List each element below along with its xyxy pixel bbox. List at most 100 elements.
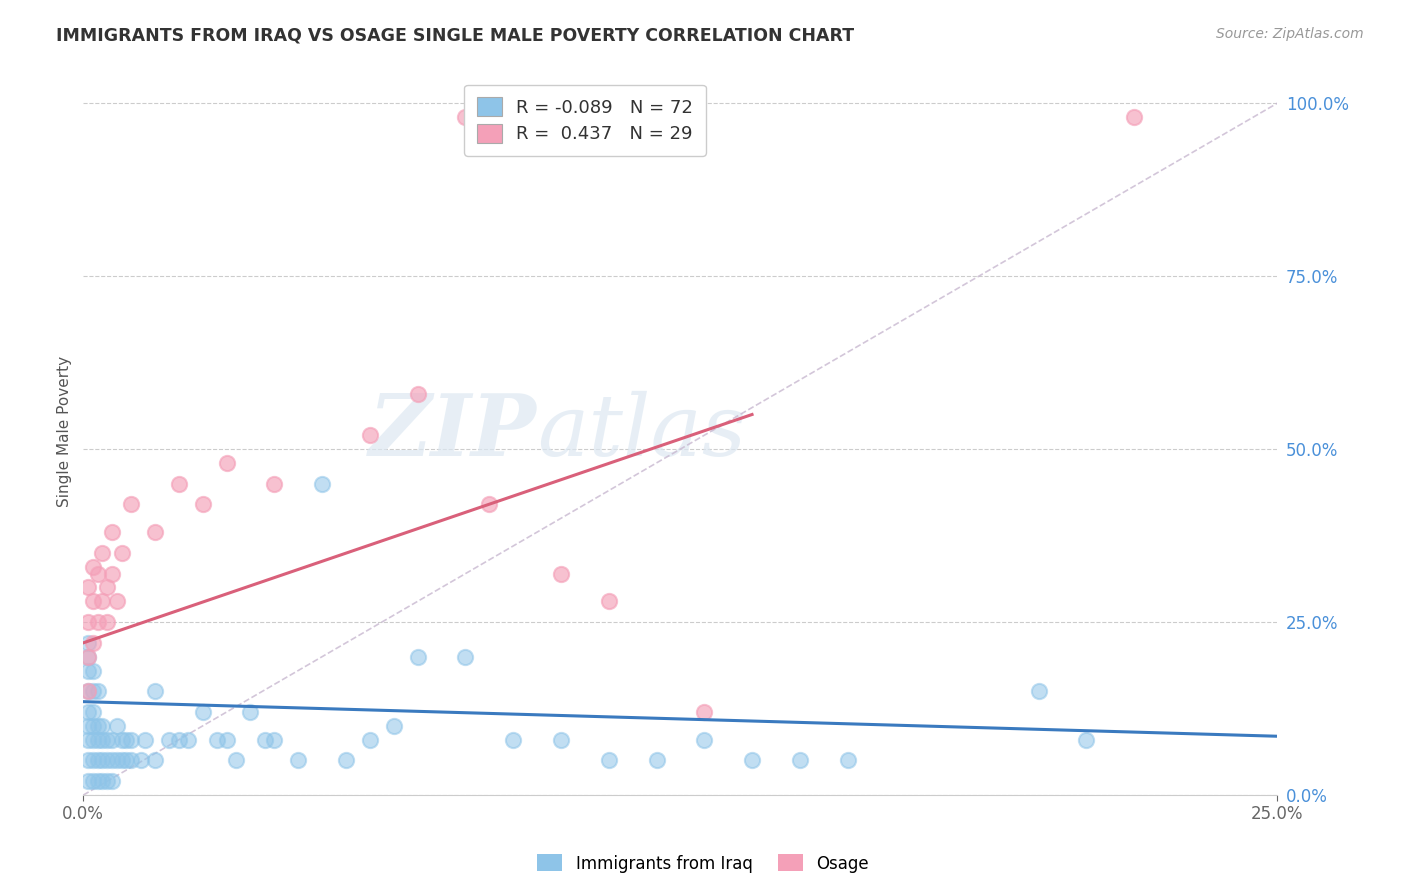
Point (77, 649, 100, 664)
Point (263, 732, 285, 747)
Point (129, 754, 152, 768)
Point (143, 525, 166, 540)
Point (110, 754, 132, 768)
Point (82, 684, 104, 698)
Text: Source: ZipAtlas.com: Source: ZipAtlas.com (1216, 27, 1364, 41)
Point (91, 594, 114, 608)
Point (77, 684, 100, 698)
Point (77, 636, 100, 650)
Point (239, 705, 262, 719)
Point (311, 476, 333, 491)
Point (645, 754, 668, 768)
Point (205, 732, 228, 747)
Point (454, 649, 477, 664)
Point (191, 498, 214, 512)
Point (86, 754, 108, 768)
Point (1028, 684, 1050, 698)
Point (82, 774, 104, 789)
Point (550, 566, 572, 581)
Point (82, 705, 104, 719)
Point (101, 732, 124, 747)
Point (77, 649, 100, 664)
Point (101, 774, 124, 789)
Point (287, 754, 309, 768)
Point (86, 719, 108, 733)
Point (110, 546, 132, 560)
Point (143, 684, 166, 698)
Point (77, 732, 100, 747)
Legend: Immigrants from Iraq, Osage: Immigrants from Iraq, Osage (530, 847, 876, 880)
Point (82, 594, 104, 608)
Point (177, 732, 200, 747)
Point (837, 754, 859, 768)
Point (598, 754, 620, 768)
Point (77, 705, 100, 719)
Point (91, 754, 114, 768)
Point (77, 684, 100, 698)
Point (741, 754, 763, 768)
Point (110, 732, 132, 747)
Text: ZIP: ZIP (370, 390, 537, 474)
Point (101, 525, 124, 540)
Point (86, 774, 108, 789)
Point (143, 754, 166, 768)
Legend: R = -0.089   N = 72, R =  0.437   N = 29: R = -0.089 N = 72, R = 0.437 N = 29 (464, 85, 706, 156)
Point (105, 754, 128, 768)
Point (789, 754, 811, 768)
Point (77, 615, 100, 629)
Point (86, 566, 108, 581)
Point (105, 719, 128, 733)
Point (157, 732, 180, 747)
Point (454, 110, 477, 124)
Point (77, 581, 100, 595)
Point (693, 705, 716, 719)
Point (167, 732, 190, 747)
Point (215, 456, 238, 470)
Point (82, 664, 104, 678)
Point (134, 732, 156, 747)
Point (91, 546, 114, 560)
Point (96, 581, 118, 595)
Point (1076, 732, 1098, 747)
Point (77, 754, 100, 768)
Point (86, 684, 108, 698)
Text: atlas: atlas (537, 391, 747, 473)
Point (502, 732, 524, 747)
Point (101, 566, 124, 581)
Point (120, 754, 142, 768)
Point (82, 754, 104, 768)
Point (253, 732, 276, 747)
Point (120, 498, 142, 512)
Point (693, 732, 716, 747)
Point (101, 754, 124, 768)
Point (91, 732, 114, 747)
Point (598, 594, 620, 608)
Point (1123, 110, 1146, 124)
Point (406, 649, 429, 664)
Point (382, 719, 405, 733)
Point (335, 754, 357, 768)
Point (96, 754, 118, 768)
Point (359, 428, 381, 442)
Point (359, 732, 381, 747)
Point (82, 719, 104, 733)
Point (96, 774, 118, 789)
Point (115, 754, 138, 768)
Point (82, 636, 104, 650)
Point (215, 732, 238, 747)
Point (478, 498, 501, 512)
Point (91, 774, 114, 789)
Point (82, 732, 104, 747)
Point (167, 476, 190, 491)
Point (263, 476, 285, 491)
Point (91, 719, 114, 733)
Point (77, 719, 100, 733)
Point (225, 754, 247, 768)
Point (86, 732, 108, 747)
Point (96, 615, 118, 629)
Point (191, 705, 214, 719)
Point (77, 664, 100, 678)
Point (115, 732, 138, 747)
Point (82, 559, 104, 574)
Point (550, 732, 572, 747)
